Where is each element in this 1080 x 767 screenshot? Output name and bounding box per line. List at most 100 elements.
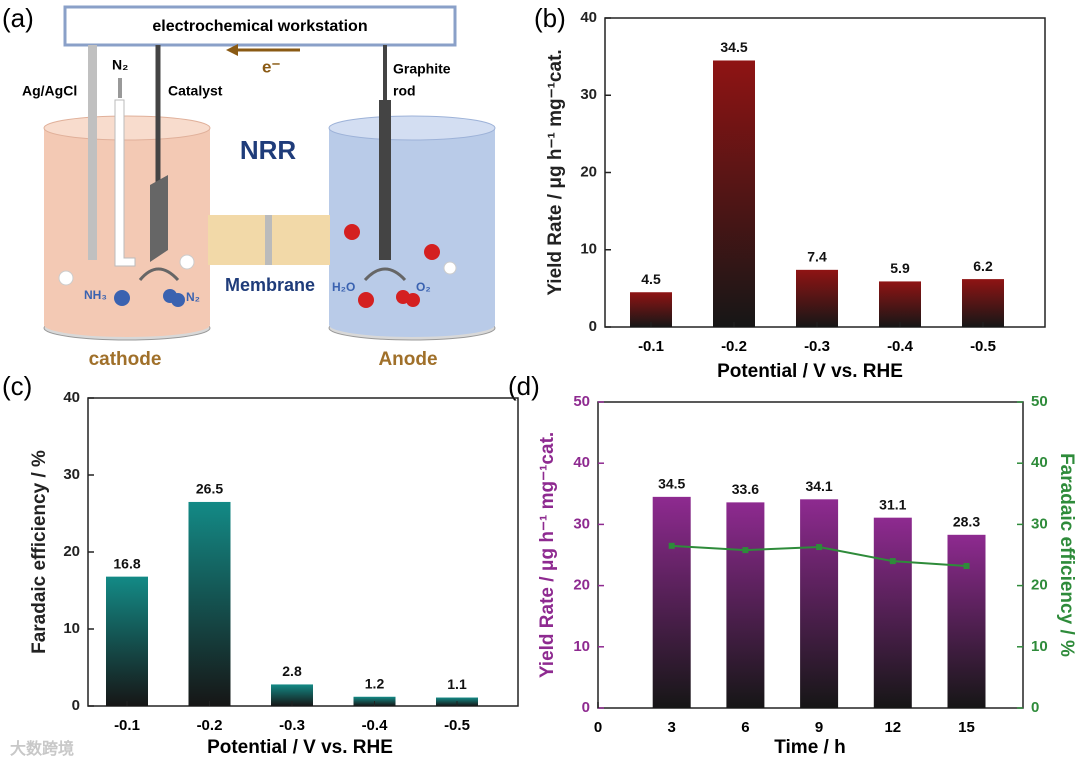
data-label: 1.2 — [365, 675, 385, 691]
marker — [889, 558, 896, 565]
molecule — [114, 290, 130, 306]
membrane-label: Membrane — [225, 275, 315, 295]
x-axis-label: Potential / V vs. RHE — [207, 737, 393, 758]
molecule — [424, 244, 440, 260]
cathode-label: cathode — [89, 349, 162, 370]
y-tick-label: 40 — [63, 389, 80, 406]
y-axis-label: Faradaic efficiency / % — [29, 450, 50, 654]
data-label: 5.9 — [890, 260, 910, 276]
y-tick-label: 30 — [573, 515, 590, 532]
data-label: 7.4 — [807, 249, 827, 265]
data-label: 4.5 — [641, 271, 661, 287]
anode-beaker — [329, 128, 495, 337]
molecule — [58, 270, 74, 286]
x-tick-label: 12 — [884, 719, 901, 736]
rod-label: rod — [393, 83, 416, 99]
molecule — [406, 293, 420, 307]
marker — [742, 547, 749, 554]
data-label: 6.2 — [973, 258, 993, 274]
panel-label: (d) — [508, 371, 540, 401]
cathode-beaker — [44, 128, 210, 337]
reaction-arrow — [363, 267, 407, 282]
y-tick-label: 50 — [573, 393, 590, 410]
catalyst-electrode — [150, 175, 168, 262]
y-tick-label: 10 — [1031, 638, 1048, 655]
data-label: 31.1 — [879, 496, 906, 512]
x-tick-label: 0 — [594, 719, 602, 736]
n2-label: N₂ — [112, 57, 128, 73]
anode-label: Anode — [378, 349, 437, 370]
electron-label: e⁻ — [262, 57, 280, 76]
x-tick-label: -0.5 — [444, 717, 470, 734]
x-tick-label: 6 — [741, 719, 749, 736]
bar — [271, 684, 313, 706]
y-tick-label: 0 — [582, 699, 590, 716]
x-axis-label: Time / h — [774, 737, 845, 758]
data-label: 16.8 — [113, 555, 140, 571]
x-tick-label: -0.4 — [362, 717, 389, 734]
bar — [796, 269, 838, 327]
reaction-arrow — [138, 267, 180, 282]
data-label: 33.6 — [732, 481, 759, 497]
data-label: 28.3 — [953, 514, 980, 530]
catalyst-label: Catalyst — [168, 83, 223, 99]
membrane-sheet — [265, 215, 272, 265]
panel-label: (b) — [534, 3, 566, 33]
y-tick-label: 10 — [580, 241, 597, 258]
bar — [106, 576, 148, 706]
x-tick-label: 9 — [815, 719, 823, 736]
y-tick-label: 0 — [72, 697, 80, 714]
y-tick-label: 40 — [580, 9, 597, 26]
diagram: electrochemical workstation e⁻ N₂ Ag/AgC… — [22, 5, 496, 370]
panel-label: (c) — [2, 371, 32, 401]
plot-frame — [87, 397, 519, 707]
y-axis-label: Yield Rate / μg h⁻¹ mg⁻¹cat. — [545, 49, 566, 295]
workstation-box — [63, 5, 457, 47]
y-axis-label: Faradaic efficiency / % — [1056, 453, 1077, 657]
data-label: 34.5 — [658, 476, 685, 492]
bar — [713, 60, 755, 328]
beaker-top — [43, 115, 211, 141]
data-label: 26.5 — [196, 481, 223, 497]
bar — [800, 499, 839, 708]
graphite-rod — [379, 100, 391, 260]
marker — [963, 563, 970, 570]
bar — [947, 534, 986, 708]
x-tick-label: 3 — [668, 719, 676, 736]
y-tick-label: 0 — [589, 318, 597, 335]
x-tick-label: -0.4 — [887, 338, 914, 355]
molecule — [179, 254, 195, 270]
molecule — [358, 292, 374, 308]
y-tick-label: 10 — [63, 620, 80, 637]
bar — [652, 496, 691, 708]
data-label: 34.1 — [805, 478, 832, 494]
x-tick-label: 15 — [958, 719, 975, 736]
y-tick-label: 10 — [573, 638, 590, 655]
bar — [962, 279, 1004, 327]
molecule — [344, 224, 360, 240]
y-tick-label: 20 — [573, 577, 590, 594]
y-tick-label: 30 — [580, 86, 597, 103]
reference-label: Ag/AgCl — [22, 83, 77, 99]
y-tick-label: 30 — [63, 466, 80, 483]
x-tick-label: -0.5 — [970, 338, 996, 355]
data-label: 1.1 — [447, 676, 467, 692]
gas-tube — [114, 99, 136, 267]
x-tick-label: -0.1 — [638, 338, 664, 355]
bar — [726, 502, 765, 708]
y-tick-label: 0 — [1031, 699, 1039, 716]
bar — [879, 281, 921, 327]
panel-label: (a) — [2, 3, 34, 33]
rod-label: Graphite — [393, 61, 451, 77]
x-tick-label: -0.1 — [114, 717, 140, 734]
workstation-label: electrochemical workstation — [152, 18, 367, 35]
bar — [630, 292, 672, 327]
x-tick-label: -0.2 — [197, 717, 223, 734]
bar — [188, 501, 231, 706]
y-tick-label: 50 — [1031, 393, 1048, 410]
molecule — [443, 261, 457, 275]
marker — [816, 544, 823, 551]
marker — [668, 542, 675, 549]
data-label: 2.8 — [282, 663, 302, 679]
